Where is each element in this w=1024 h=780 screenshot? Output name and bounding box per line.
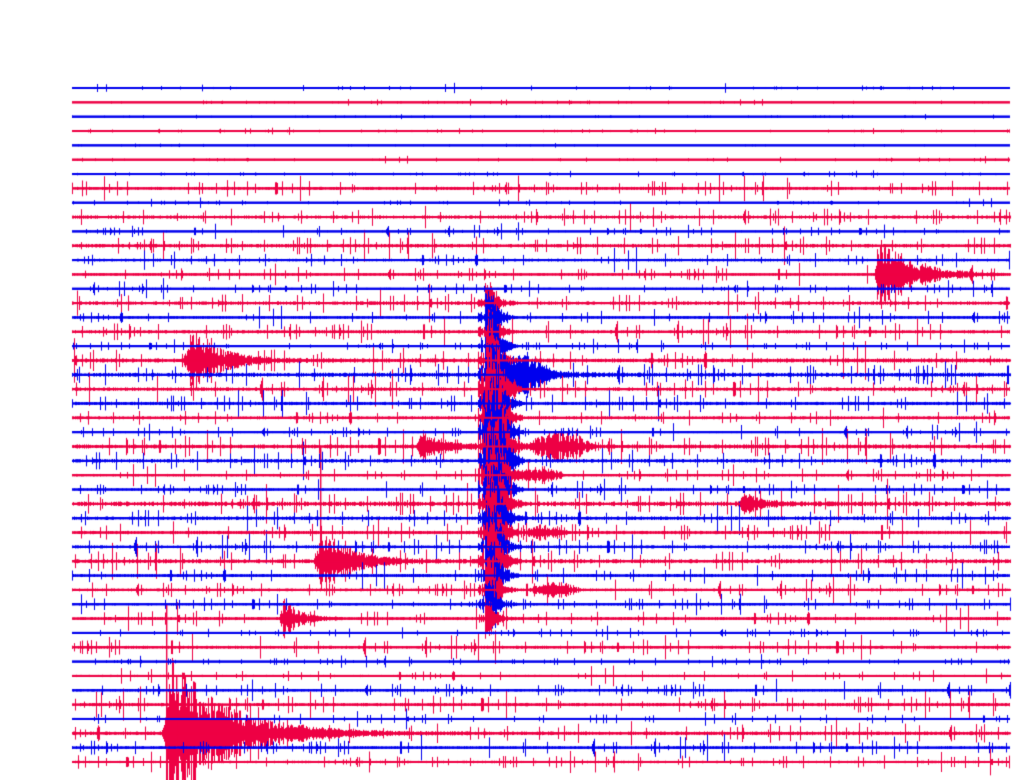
- seismogram-traces: [0, 0, 1024, 780]
- helicorder-plot: HL Zakros (Crete) 2012-10-03 Applied fil…: [0, 0, 1024, 780]
